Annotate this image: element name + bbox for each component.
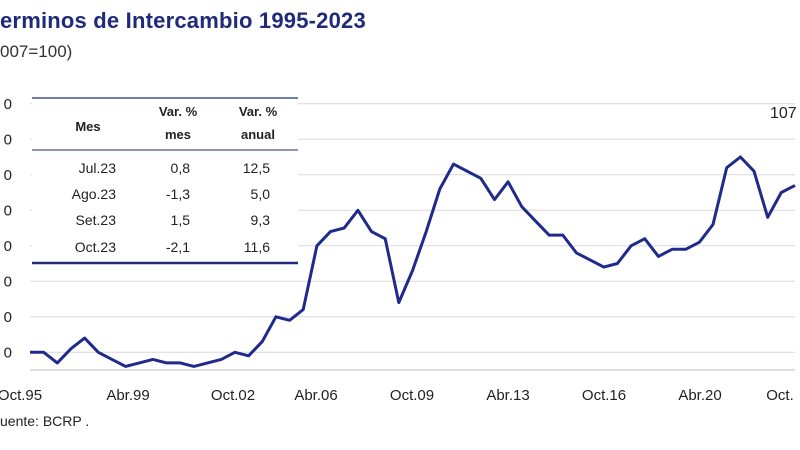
table-header-var-anual-sub: anual [241, 127, 275, 142]
table-cell: 9,3 [251, 212, 271, 228]
table-cell: -1,3 [166, 186, 190, 202]
end-value-label: 107 [770, 105, 797, 122]
table-cell: 1,5 [171, 212, 191, 228]
table-cell: Oct.23 [75, 239, 116, 255]
source-note: uente: BCRP . [0, 413, 89, 429]
x-tick-label: Oct.16 [582, 387, 626, 404]
table-cell: -2,1 [166, 239, 190, 255]
x-axis: Oct.95 Abr.99 Oct.02 Abr.06 Oct.09 Abr.13 Oct.… [0, 387, 794, 404]
x-tick-label: Abr.99 [106, 387, 149, 404]
table-header-var-mes-sub: mes [165, 127, 191, 142]
x-tick-label: Oct.02 [211, 387, 255, 404]
y-tick-label: 0 [4, 344, 12, 361]
y-tick-label: 0 [4, 238, 12, 255]
table-cell: Set.23 [76, 212, 117, 228]
y-tick-label: 0 [4, 273, 12, 290]
x-tick-label: Abr.06 [294, 387, 337, 404]
table-cell: Jul.23 [79, 160, 117, 176]
y-tick-label: 0 [4, 131, 12, 148]
table-cell: 11,6 [244, 239, 270, 255]
table-cell: 12,5 [243, 160, 270, 176]
y-tick-label: 0 [4, 202, 12, 219]
x-tick-label: Oct. [766, 387, 794, 404]
x-tick-label: Abr.20 [678, 387, 721, 404]
table-header-var-anual: Var. % [239, 104, 278, 119]
y-tick-label: 0 [4, 167, 12, 184]
table-header-var-mes: Var. % [159, 104, 198, 119]
table-cell: Ago.23 [72, 186, 117, 202]
table-cell: 5,0 [251, 186, 271, 202]
x-tick-label: Oct.95 [0, 387, 42, 404]
x-tick-label: Abr.13 [486, 387, 529, 404]
y-tick-label: 0 [4, 309, 12, 326]
x-tick-label: Oct.09 [390, 387, 434, 404]
table-header-mes: Mes [75, 119, 100, 134]
y-axis: 0 0 0 0 0 0 0 0 [4, 96, 12, 362]
y-tick-label: 0 [4, 96, 12, 113]
table-cell: 0,8 [171, 160, 191, 176]
stats-table: Mes Var. % mes Var. % anual Jul.23 0,8 1… [32, 92, 298, 266]
